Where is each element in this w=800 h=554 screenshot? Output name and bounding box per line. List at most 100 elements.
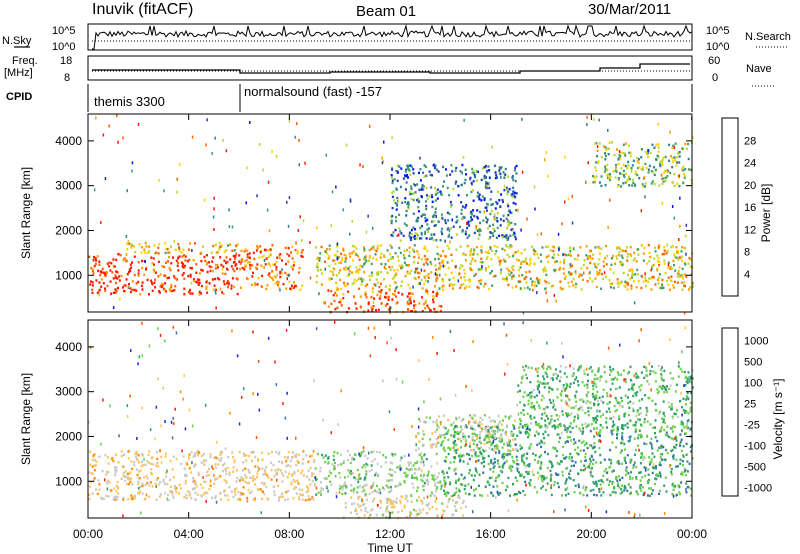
data-cell bbox=[457, 437, 460, 441]
data-cell bbox=[453, 469, 456, 472]
data-cell bbox=[617, 163, 620, 166]
data-cell bbox=[404, 275, 407, 278]
data-cell bbox=[651, 489, 654, 492]
data-cell bbox=[501, 437, 503, 441]
data-cell bbox=[559, 436, 561, 440]
data-cell bbox=[450, 164, 453, 167]
data-cell bbox=[342, 208, 344, 212]
data-cell bbox=[564, 428, 567, 431]
data-cell bbox=[596, 273, 599, 276]
data-cell bbox=[496, 212, 499, 215]
data-cell bbox=[400, 280, 403, 283]
data-cell bbox=[522, 395, 525, 398]
data-cell bbox=[363, 262, 366, 265]
data-cell bbox=[240, 249, 243, 252]
data-cell bbox=[385, 516, 388, 519]
data-cell bbox=[533, 416, 536, 419]
data-cell bbox=[227, 456, 230, 459]
data-cell bbox=[582, 264, 585, 267]
data-cell bbox=[612, 170, 615, 173]
data-cell bbox=[329, 472, 332, 475]
data-cell bbox=[668, 387, 671, 391]
data-cell bbox=[609, 368, 612, 372]
data-cell bbox=[617, 253, 620, 257]
data-cell bbox=[605, 468, 607, 471]
data-cell bbox=[520, 252, 523, 255]
data-cell bbox=[564, 277, 566, 280]
data-cell bbox=[380, 262, 383, 266]
data-cell bbox=[570, 280, 573, 283]
data-cell bbox=[553, 447, 556, 451]
data-cell bbox=[120, 454, 123, 458]
data-cell bbox=[449, 482, 451, 486]
data-cell bbox=[152, 463, 155, 466]
data-cell bbox=[550, 377, 553, 380]
data-cell bbox=[484, 449, 487, 452]
data-cell bbox=[346, 274, 349, 277]
data-cell bbox=[446, 228, 449, 231]
data-cell bbox=[530, 422, 532, 425]
data-cell bbox=[514, 443, 517, 446]
data-cell bbox=[648, 277, 651, 280]
data-cell bbox=[557, 253, 560, 257]
data-cell bbox=[312, 498, 315, 501]
data-cell bbox=[691, 377, 694, 380]
data-cell bbox=[637, 273, 639, 276]
data-cell bbox=[621, 263, 624, 267]
data-cell bbox=[154, 286, 157, 289]
data-cell bbox=[222, 265, 225, 268]
data-cell bbox=[319, 466, 322, 470]
data-cell bbox=[495, 437, 498, 440]
data-cell bbox=[657, 364, 660, 368]
data-cell bbox=[408, 234, 411, 237]
data-cell bbox=[100, 497, 103, 500]
data-cell bbox=[576, 380, 579, 383]
cpid-label: CPID bbox=[6, 91, 32, 103]
data-cell bbox=[408, 168, 411, 171]
data-cell bbox=[545, 488, 548, 492]
data-cell bbox=[298, 266, 301, 270]
data-cell bbox=[455, 215, 458, 219]
data-cell bbox=[426, 249, 429, 253]
data-cell bbox=[98, 281, 101, 284]
data-cell bbox=[93, 469, 96, 472]
data-cell bbox=[490, 491, 493, 495]
data-cell bbox=[620, 373, 623, 376]
data-cell bbox=[106, 284, 109, 288]
data-cell bbox=[180, 462, 183, 465]
data-cell bbox=[492, 485, 495, 488]
data-cell bbox=[416, 183, 419, 186]
data-cell bbox=[596, 390, 599, 394]
data-cell bbox=[100, 278, 103, 281]
data-cell bbox=[391, 191, 394, 195]
data-cell bbox=[432, 298, 434, 301]
data-cell bbox=[544, 269, 547, 272]
data-cell bbox=[355, 279, 358, 282]
data-cell bbox=[637, 166, 639, 170]
data-cell bbox=[201, 486, 204, 489]
data-cell bbox=[269, 248, 272, 251]
data-cell bbox=[595, 480, 597, 483]
data-cell bbox=[177, 256, 180, 259]
data-cell bbox=[630, 471, 632, 474]
data-cell bbox=[301, 284, 304, 287]
data-cell bbox=[112, 277, 115, 280]
data-cell bbox=[576, 258, 579, 261]
data-cell bbox=[345, 257, 348, 260]
data-cell bbox=[396, 179, 399, 182]
data-cell bbox=[483, 465, 485, 468]
data-cell bbox=[621, 441, 624, 444]
data-cell bbox=[662, 379, 665, 382]
data-cell bbox=[130, 494, 133, 497]
data-cell bbox=[495, 176, 498, 179]
data-cell bbox=[422, 303, 425, 306]
data-cell bbox=[497, 190, 499, 194]
data-cell bbox=[212, 215, 215, 219]
data-cell bbox=[233, 459, 236, 462]
data-cell bbox=[626, 454, 629, 457]
data-cell bbox=[434, 211, 437, 214]
data-cell bbox=[394, 471, 397, 474]
data-cell bbox=[480, 442, 483, 445]
data-cell bbox=[425, 200, 427, 203]
data-cell bbox=[423, 473, 426, 477]
